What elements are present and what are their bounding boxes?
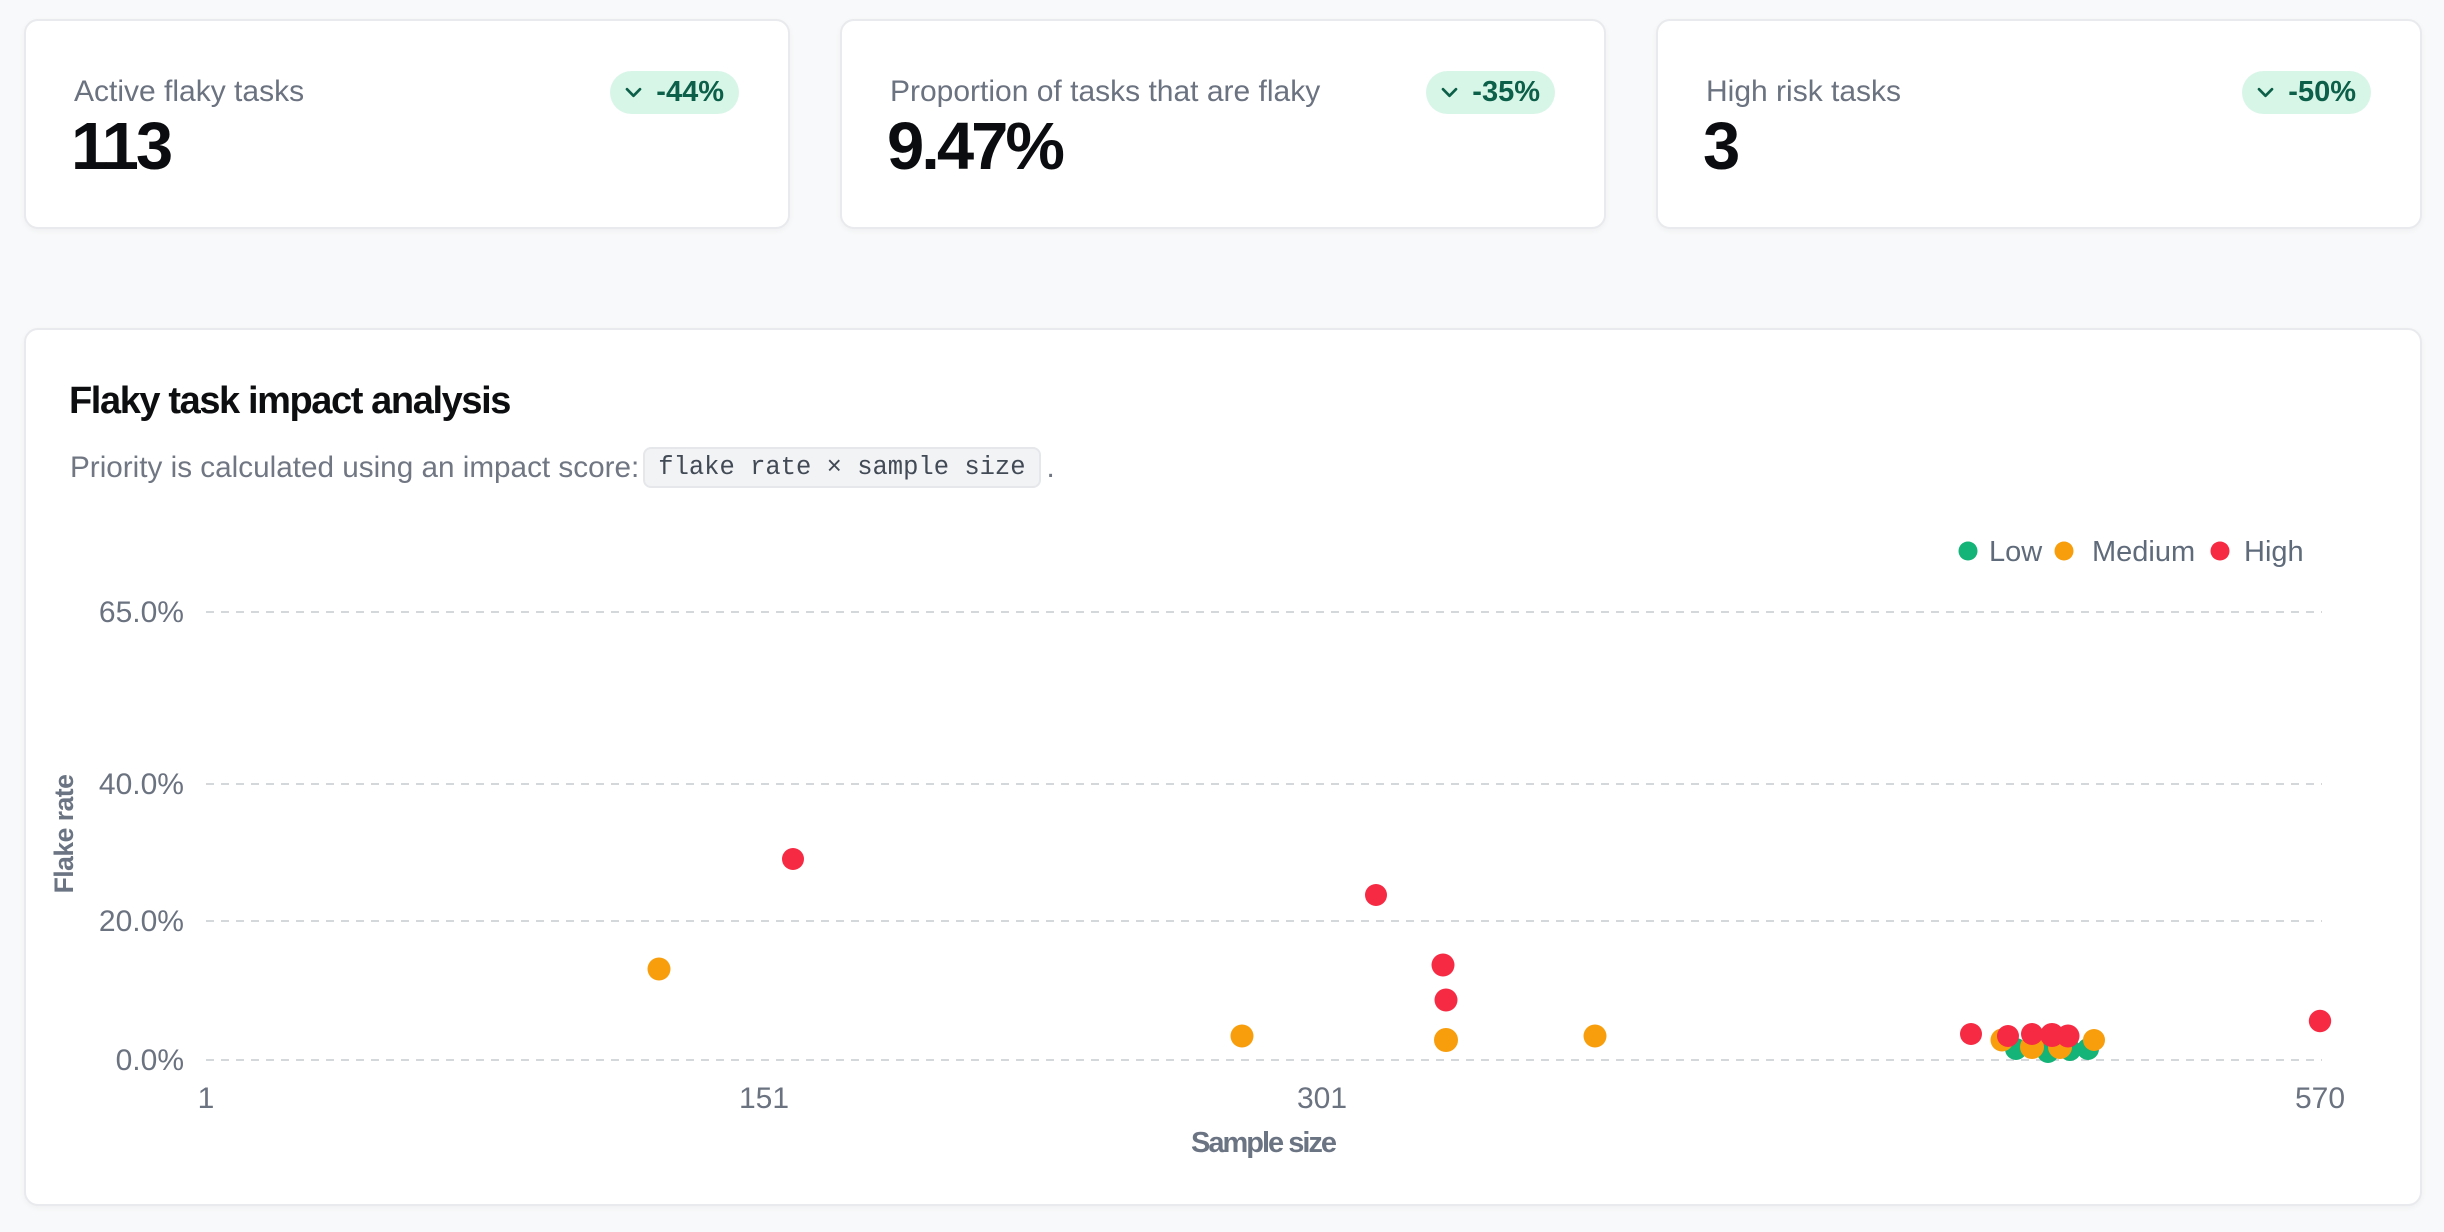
svg-text:0.0%: 0.0%	[116, 1044, 184, 1077]
svg-text:Sample size: Sample size	[1191, 1127, 1337, 1159]
svg-text:Flake rate: Flake rate	[49, 775, 79, 894]
svg-text:20.0%: 20.0%	[99, 905, 184, 938]
svg-text:570: 570	[2295, 1082, 2345, 1115]
svg-text:301: 301	[1297, 1082, 1347, 1115]
svg-text:40.0%: 40.0%	[99, 768, 184, 801]
svg-text:Medium: Medium	[2092, 536, 2195, 568]
svg-text:151: 151	[739, 1082, 789, 1115]
svg-text:65.0%: 65.0%	[99, 596, 184, 629]
svg-text:Low: Low	[1989, 536, 2043, 568]
svg-text:High: High	[2244, 536, 2304, 568]
svg-text:1: 1	[198, 1082, 215, 1115]
